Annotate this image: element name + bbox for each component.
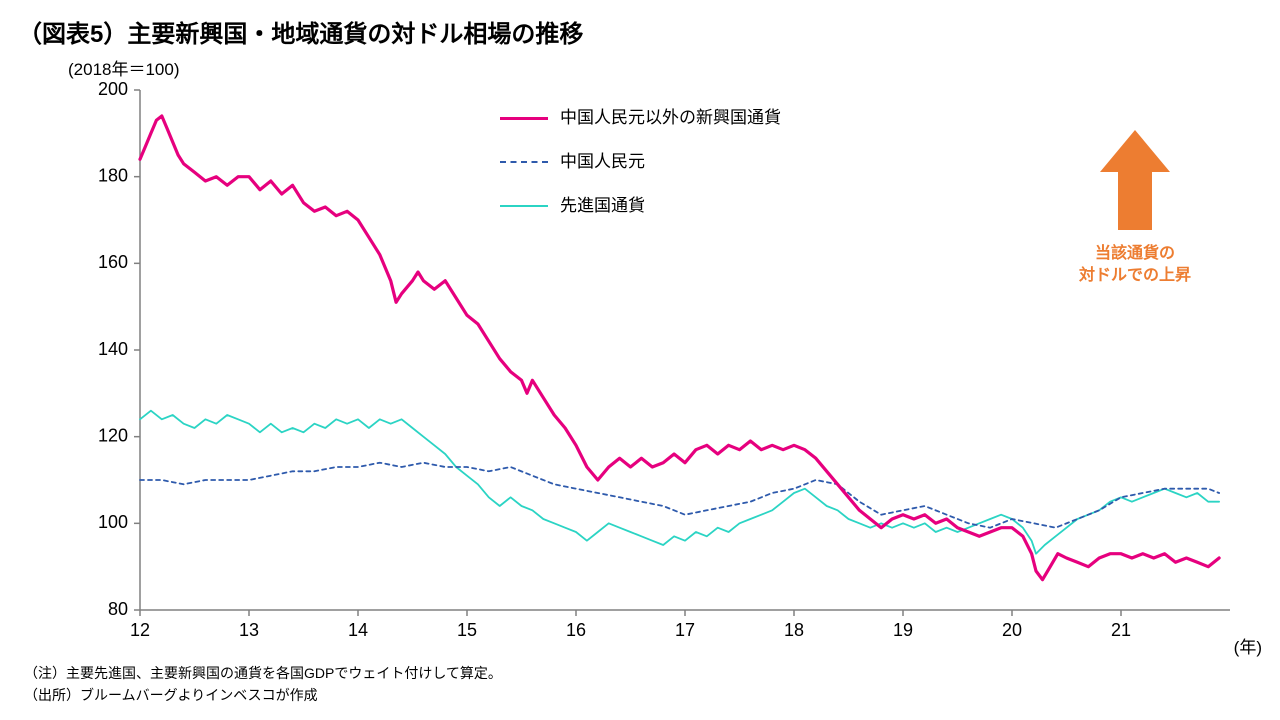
legend-swatch-dm	[500, 205, 548, 207]
up-arrow-shape	[1100, 130, 1170, 230]
svg-text:13: 13	[239, 620, 259, 640]
legend-swatch-em-ex-cny	[500, 117, 548, 120]
legend-label: 先進国通貨	[560, 184, 645, 228]
svg-text:21: 21	[1111, 620, 1131, 640]
footnote-line-1: （注）主要先進国、主要新興国の通貨を各国GDPでウェイト付けして算定。	[24, 663, 502, 684]
arrow-annotation: 当該通貨の 対ドルでの上昇	[1050, 130, 1220, 286]
x-axis-ticks: 12 13 14 15 16 17 18 19 20 21	[130, 610, 1131, 640]
svg-text:20: 20	[1002, 620, 1022, 640]
up-arrow-icon	[1100, 130, 1170, 230]
svg-text:18: 18	[784, 620, 804, 640]
arrow-annotation-text: 当該通貨の 対ドルでの上昇	[1050, 243, 1220, 286]
svg-text:120: 120	[98, 425, 128, 445]
legend-item-cny: 中国人民元	[500, 140, 781, 184]
legend-item-em-ex-cny: 中国人民元以外の新興国通貨	[500, 96, 781, 140]
svg-text:140: 140	[98, 339, 128, 359]
footnote-line-2: （出所）ブルームバーグよりインベスコが作成	[24, 685, 318, 706]
legend-item-dm: 先進国通貨	[500, 184, 781, 228]
legend-swatch-cny	[500, 161, 548, 163]
svg-text:180: 180	[98, 165, 128, 185]
series-advanced-economies	[140, 411, 1219, 554]
legend: 中国人民元以外の新興国通貨 中国人民元 先進国通貨	[500, 96, 781, 229]
y-axis-unit-label: (2018年＝100)	[68, 55, 180, 80]
svg-text:15: 15	[457, 620, 477, 640]
svg-text:100: 100	[98, 512, 128, 532]
chart-title: （図表5）主要新興国・地域通貨の対ドル相場の推移	[18, 14, 583, 49]
svg-text:12: 12	[130, 620, 150, 640]
legend-label: 中国人民元以外の新興国通貨	[560, 96, 781, 140]
svg-text:200: 200	[98, 80, 128, 99]
x-axis-unit-label: (年)	[1234, 633, 1262, 658]
arrow-text-line1: 当該通貨の	[1095, 245, 1175, 262]
svg-text:16: 16	[566, 620, 586, 640]
svg-text:80: 80	[108, 599, 128, 619]
arrow-text-line2: 対ドルでの上昇	[1079, 267, 1191, 284]
legend-label: 中国人民元	[560, 140, 645, 184]
svg-text:19: 19	[893, 620, 913, 640]
svg-text:17: 17	[675, 620, 695, 640]
y-axis-ticks: 80 100 120 140 160 180 200	[98, 80, 140, 619]
series-cny	[140, 463, 1219, 528]
svg-text:14: 14	[348, 620, 368, 640]
svg-text:160: 160	[98, 252, 128, 272]
